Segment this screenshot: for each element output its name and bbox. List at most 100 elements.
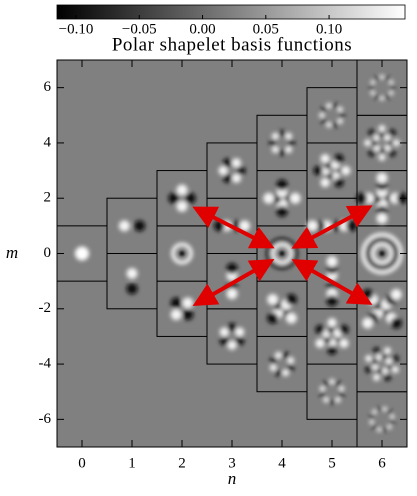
basis-pattern bbox=[218, 158, 246, 183]
blob bbox=[378, 250, 386, 257]
blob bbox=[375, 353, 383, 361]
blob bbox=[376, 212, 388, 224]
blob bbox=[339, 338, 349, 348]
basis-pattern bbox=[269, 351, 295, 377]
blob bbox=[387, 409, 392, 415]
colorbar-tick-label: −0.05 bbox=[122, 21, 157, 37]
x-tick-label: 5 bbox=[328, 455, 336, 471]
blob bbox=[392, 139, 400, 147]
blob bbox=[384, 76, 390, 81]
blob bbox=[337, 106, 343, 113]
blob bbox=[378, 125, 386, 133]
blob bbox=[372, 373, 380, 381]
blob bbox=[383, 144, 391, 152]
basis-cell bbox=[356, 391, 407, 447]
blob bbox=[176, 200, 188, 212]
x-tick-label: 0 bbox=[78, 455, 86, 471]
plot-layer: −0.10 −0.05 0.00 0.05 0.10 0 1 2 3 4 5 6 -6 -4 -2 0 2 4 6 bbox=[39, 4, 408, 471]
basis-pattern bbox=[319, 102, 345, 128]
blob bbox=[390, 85, 395, 90]
blob bbox=[341, 165, 351, 176]
blob bbox=[378, 153, 386, 161]
y-tick-label: -2 bbox=[39, 300, 52, 316]
blob bbox=[337, 118, 343, 124]
basis-cell bbox=[256, 335, 308, 393]
blob bbox=[335, 380, 341, 387]
basis-cell bbox=[106, 197, 158, 254]
blob bbox=[313, 165, 323, 176]
blob bbox=[388, 90, 394, 96]
basis-pattern bbox=[365, 347, 399, 381]
blob bbox=[227, 340, 237, 350]
blob bbox=[382, 427, 388, 432]
basis-pattern bbox=[361, 232, 403, 275]
blob bbox=[378, 146, 386, 154]
basis-pattern bbox=[319, 378, 345, 405]
basis-pattern bbox=[315, 317, 349, 355]
blob bbox=[269, 139, 277, 147]
ring bbox=[271, 242, 293, 265]
basis-pattern bbox=[118, 220, 146, 232]
arrows bbox=[192, 205, 373, 306]
blob bbox=[371, 139, 379, 147]
blob bbox=[321, 106, 327, 113]
blob bbox=[287, 139, 295, 147]
blob bbox=[372, 347, 380, 355]
blob bbox=[385, 357, 393, 365]
basis-pattern bbox=[126, 268, 138, 295]
blob bbox=[320, 153, 330, 164]
blob bbox=[369, 419, 375, 425]
blob bbox=[321, 118, 327, 124]
blob bbox=[134, 220, 146, 232]
ring bbox=[366, 237, 398, 270]
blob bbox=[182, 309, 194, 321]
blob bbox=[287, 356, 295, 364]
x-axis-label: n bbox=[228, 469, 237, 488]
blob bbox=[374, 76, 380, 81]
blob bbox=[364, 139, 372, 147]
colorbar-tick-label: 0.05 bbox=[253, 21, 279, 37]
blob bbox=[219, 336, 230, 346]
blob bbox=[319, 385, 326, 392]
blob bbox=[339, 324, 349, 335]
blob bbox=[368, 149, 376, 157]
blob bbox=[234, 327, 245, 337]
blob bbox=[371, 363, 379, 371]
blob bbox=[369, 85, 374, 90]
blob bbox=[278, 148, 286, 156]
blob bbox=[338, 392, 345, 398]
blob bbox=[334, 177, 344, 188]
blob bbox=[231, 158, 242, 168]
blob bbox=[168, 192, 180, 204]
blob bbox=[335, 397, 341, 403]
blob bbox=[126, 268, 138, 280]
blob bbox=[356, 192, 368, 204]
blob bbox=[327, 345, 337, 355]
basis-cell bbox=[106, 253, 158, 310]
blob bbox=[315, 338, 325, 348]
x-tick-label: 1 bbox=[128, 455, 136, 471]
blob bbox=[326, 121, 332, 128]
blob bbox=[269, 356, 277, 364]
blob bbox=[391, 366, 399, 374]
ring bbox=[171, 242, 193, 265]
y-tick-label: 4 bbox=[44, 134, 52, 150]
blob bbox=[369, 414, 375, 419]
blob bbox=[75, 246, 89, 261]
blob bbox=[282, 369, 290, 377]
x-tick-label: 3 bbox=[228, 455, 236, 471]
blob bbox=[390, 317, 402, 329]
blob bbox=[326, 102, 332, 109]
blob bbox=[271, 132, 279, 140]
basis-cell bbox=[306, 308, 358, 365]
y-tick-label: -6 bbox=[39, 411, 52, 427]
basis-pattern bbox=[364, 125, 400, 161]
basis-pattern bbox=[369, 74, 395, 101]
basis-pattern bbox=[356, 172, 407, 224]
basis-cell bbox=[306, 87, 358, 144]
blob bbox=[382, 406, 388, 412]
y-tick-label: 2 bbox=[44, 190, 52, 206]
blob bbox=[323, 380, 329, 387]
blob bbox=[373, 144, 381, 152]
